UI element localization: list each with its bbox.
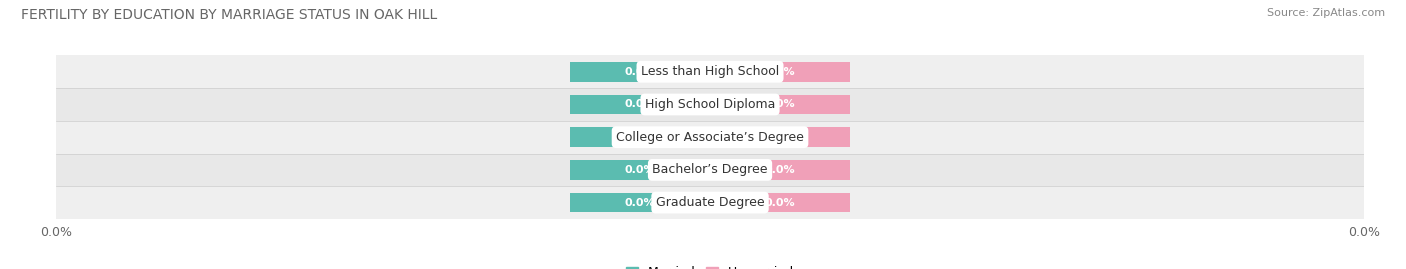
Text: FERTILITY BY EDUCATION BY MARRIAGE STATUS IN OAK HILL: FERTILITY BY EDUCATION BY MARRIAGE STATU… [21,8,437,22]
Text: 0.0%: 0.0% [624,67,655,77]
Text: 0.0%: 0.0% [624,132,655,142]
Text: College or Associate’s Degree: College or Associate’s Degree [616,131,804,144]
Bar [710,193,851,213]
Text: 0.0%: 0.0% [765,165,796,175]
Bar [569,193,710,213]
Bar [56,88,1364,121]
Bar [569,128,710,147]
Text: 0.0%: 0.0% [624,165,655,175]
Text: Graduate Degree: Graduate Degree [655,196,765,209]
Text: 0.0%: 0.0% [624,198,655,208]
Bar [710,62,851,82]
Bar [56,154,1364,186]
Bar [710,128,851,147]
Bar [569,160,710,180]
Text: 0.0%: 0.0% [765,100,796,109]
Legend: Married, Unmarried: Married, Unmarried [620,261,800,269]
Text: 0.0%: 0.0% [765,132,796,142]
Text: 0.0%: 0.0% [765,198,796,208]
Text: Less than High School: Less than High School [641,65,779,78]
Bar [710,95,851,114]
Bar [710,160,851,180]
Bar [56,121,1364,154]
Text: 0.0%: 0.0% [765,67,796,77]
Text: High School Diploma: High School Diploma [645,98,775,111]
Bar [569,62,710,82]
Text: Bachelor’s Degree: Bachelor’s Degree [652,163,768,176]
Text: Source: ZipAtlas.com: Source: ZipAtlas.com [1267,8,1385,18]
Text: 0.0%: 0.0% [624,100,655,109]
Bar [569,95,710,114]
Bar [56,55,1364,88]
Bar [56,186,1364,219]
